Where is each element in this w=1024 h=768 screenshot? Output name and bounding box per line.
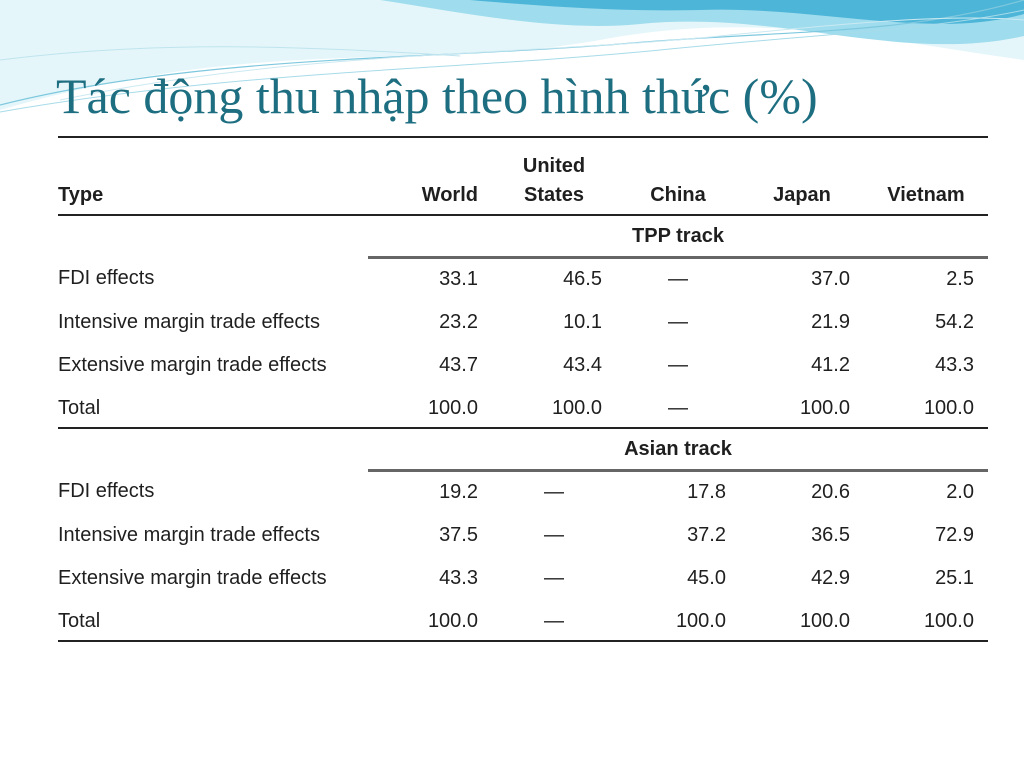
cell-world: 43.3 <box>439 567 478 589</box>
cell-china: — <box>668 354 688 376</box>
cell-world: 19.2 <box>439 481 478 503</box>
table-row: Extensive margin trade effects 43.7 43.4… <box>58 343 988 386</box>
cell-united-states: — <box>544 610 564 632</box>
cell-japan: 42.9 <box>811 567 850 589</box>
cell-vietnam: 72.9 <box>935 524 974 546</box>
wave-stroke-2 <box>0 9 1024 113</box>
cell-vietnam: 25.1 <box>935 567 974 589</box>
cell-vietnam: 2.0 <box>946 481 974 503</box>
table-row: Intensive margin trade effects 37.5 — 37… <box>58 513 988 556</box>
header-type: Type <box>58 184 104 206</box>
header-wave-decoration <box>0 0 1024 113</box>
cell-china: — <box>668 397 688 419</box>
header-us-line2: States <box>523 184 585 206</box>
table-header-row: Type World United States China Japan Vie… <box>58 137 988 215</box>
cell-japan: 21.9 <box>811 311 850 333</box>
row-label: Total <box>58 610 101 632</box>
cell-world: 100.0 <box>427 397 478 419</box>
header-china: China <box>650 184 706 206</box>
cell-vietnam: 54.2 <box>935 311 974 333</box>
table-image-region: Type World United States China Japan Vie… <box>44 136 998 768</box>
row-label: FDI effects <box>58 266 155 289</box>
header-vietnam: Vietnam <box>887 184 965 206</box>
row-label: Intensive margin trade effects <box>58 311 320 333</box>
cell-china: 17.8 <box>687 481 726 503</box>
row-label: Intensive margin trade effects <box>58 524 320 546</box>
table-row-total: Total 100.0 100.0 — 100.0 100.0 <box>58 386 988 428</box>
cell-world: 100.0 <box>427 610 478 632</box>
row-label: Extensive margin trade effects <box>58 567 327 589</box>
section-label: Asian track <box>368 428 988 472</box>
cell-world: 37.5 <box>439 524 478 546</box>
wave-dark <box>470 0 1024 24</box>
cell-united-states: 46.5 <box>563 268 602 290</box>
row-label: Total <box>58 397 101 419</box>
cell-vietnam: 100.0 <box>923 610 974 632</box>
wave-stroke-3 <box>59 17 1024 101</box>
cell-japan: 100.0 <box>799 610 850 632</box>
cell-united-states: 43.4 <box>563 354 602 376</box>
cell-vietnam: 43.3 <box>935 354 974 376</box>
cell-world: 23.2 <box>439 311 478 333</box>
table-row: FDI effects 19.2 — 17.8 20.6 2.0 <box>58 471 988 514</box>
cell-united-states: — <box>544 524 564 546</box>
table-row: Extensive margin trade effects 43.3 — 45… <box>58 556 988 599</box>
cell-china: — <box>668 311 688 333</box>
cell-japan: 100.0 <box>799 397 850 419</box>
cell-world: 33.1 <box>439 268 478 290</box>
wave-light <box>0 0 1024 110</box>
header-japan: Japan <box>773 184 831 206</box>
slide-title: Tác động thu nhập theo hình thức (%) <box>56 68 818 124</box>
cell-united-states: 100.0 <box>551 397 602 419</box>
section-header-tpp: TPP track <box>58 215 988 259</box>
cell-china: 100.0 <box>675 610 726 632</box>
cell-china: — <box>668 268 688 290</box>
header-united-states: United States <box>492 137 616 215</box>
cell-china: 45.0 <box>687 567 726 589</box>
header-world: World <box>421 184 478 206</box>
table-row: Intensive margin trade effects 23.2 10.1… <box>58 300 988 343</box>
cell-japan: 37.0 <box>811 268 850 290</box>
cell-japan: 41.2 <box>811 354 850 376</box>
table-row: FDI effects 33.1 46.5 — 37.0 2.5 <box>58 258 988 301</box>
cell-japan: 20.6 <box>811 481 850 503</box>
cell-united-states: — <box>544 567 564 589</box>
cell-china: 37.2 <box>687 524 726 546</box>
header-us-line1: United <box>522 155 586 177</box>
row-label: Extensive margin trade effects <box>58 354 327 376</box>
cell-united-states: — <box>544 481 564 503</box>
wave-stroke-4 <box>0 46 461 61</box>
cell-vietnam: 2.5 <box>946 268 974 290</box>
income-effects-table: Type World United States China Japan Vie… <box>58 136 988 642</box>
cell-japan: 36.5 <box>811 524 850 546</box>
row-label: FDI effects <box>58 479 155 502</box>
section-label: TPP track <box>368 215 988 259</box>
cell-world: 43.7 <box>439 354 478 376</box>
section-header-asian: Asian track <box>58 428 988 472</box>
cell-united-states: 10.1 <box>563 311 602 333</box>
cell-vietnam: 100.0 <box>923 397 974 419</box>
table-row-total: Total 100.0 — 100.0 100.0 100.0 <box>58 599 988 641</box>
